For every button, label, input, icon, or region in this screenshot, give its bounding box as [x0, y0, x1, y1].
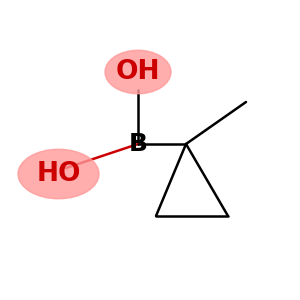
Text: OH: OH — [116, 59, 160, 85]
Text: HO: HO — [36, 161, 81, 187]
Text: B: B — [128, 132, 148, 156]
Ellipse shape — [105, 50, 171, 94]
Ellipse shape — [18, 149, 99, 199]
